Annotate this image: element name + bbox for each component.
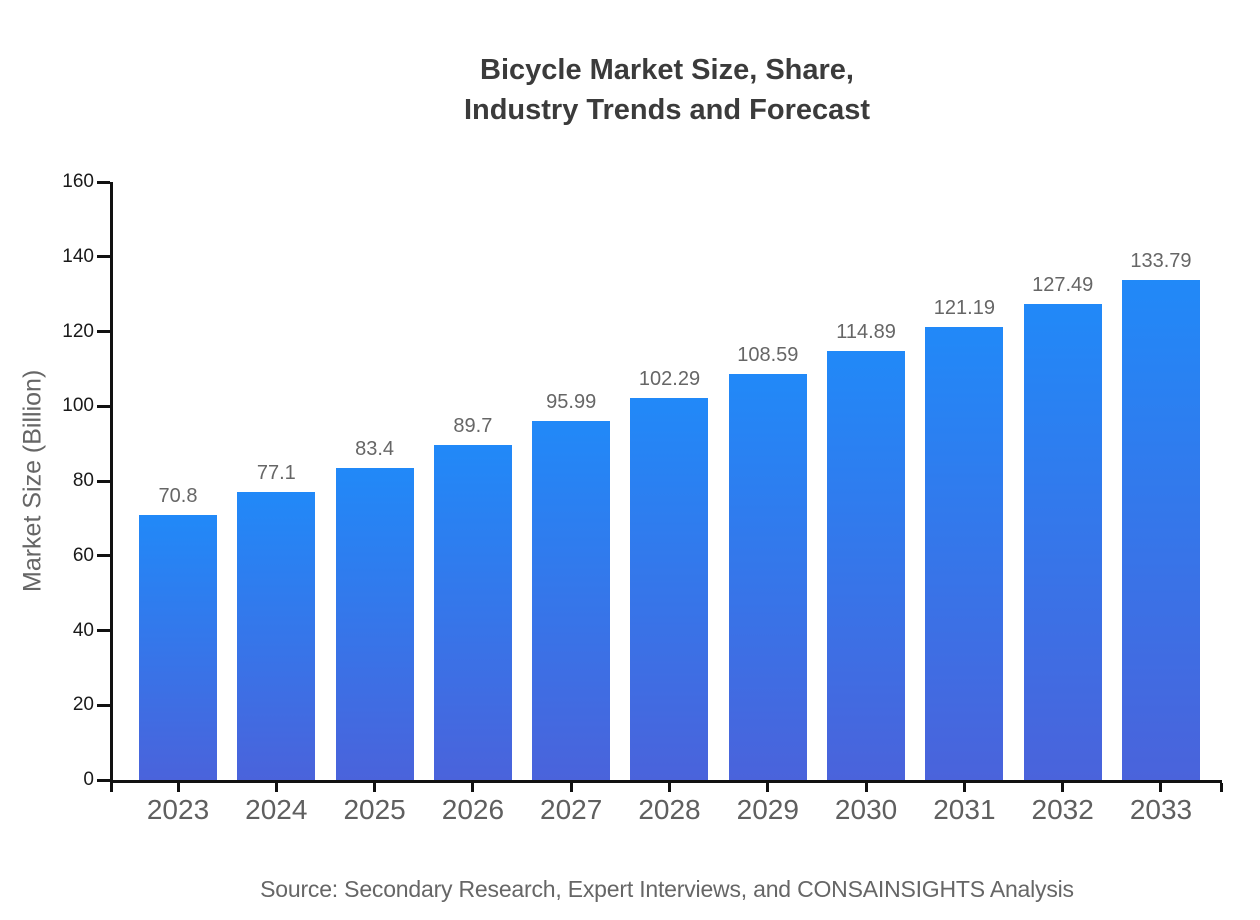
x-tick [176,783,180,792]
y-tick-label: 160 [62,171,94,192]
y-tick [97,778,110,782]
bar [532,421,611,780]
bar-group: 121.19 2031 [925,182,1004,825]
x-tick-label: 2023 [146,794,210,825]
x-tick-label: 2028 [638,794,701,825]
x-tick-label: 2025 [343,794,406,825]
y-tick [97,703,110,707]
y-tick-label: 20 [72,694,94,716]
x-tick [1159,783,1163,792]
y-tick [97,404,110,408]
x-tick-label: 2031 [933,794,996,825]
x-tick [1061,783,1065,792]
x-tick-label: 2032 [1031,794,1094,825]
x-tick [373,783,377,792]
bar-group: 89.7 2026 [433,182,512,825]
x-tick-label: 2024 [245,794,308,825]
bar [925,327,1004,780]
x-tick [766,783,770,792]
y-tick-label: 140 [62,245,94,267]
plot-area: 0 20 40 60 80 100 120 140 160 70.8 2023 77.1 2024 83… [62,171,1223,825]
y-ticks: 0 20 40 60 80 100 120 140 160 [62,171,1222,790]
bar [433,444,512,780]
source-note: Source: Secondary Research, Expert Inter… [260,876,1074,902]
chart-title-line2: Industry Trends and Forecast [463,94,871,126]
y-tick-label: 80 [72,470,94,491]
bar-group: 102.29 2028 [630,182,709,825]
bar-value-label: 89.7 [453,414,493,437]
bar [237,491,316,780]
bar [335,468,414,780]
bar [827,350,906,780]
bar-group: 83.4 2025 [335,182,414,825]
bar-group: 108.59 2029 [728,182,807,825]
bar-group: 127.49 2032 [1023,182,1102,825]
bar-value-label: 95.99 [546,391,597,414]
chart-title-line1: Bicycle Market Size, Share, [480,54,854,86]
bar-value-label: 121.19 [933,297,995,320]
y-tick [97,330,110,333]
bar-value-label: 77.1 [256,461,296,484]
y-tick [97,255,110,259]
y-tick-label: 120 [62,320,94,342]
chart-title: Bicycle Market Size, Share, Industry Tre… [112,50,1222,130]
x-axis-end-tick [1220,783,1223,792]
x-tick [667,783,671,792]
bar-value-label: 108.59 [737,344,799,367]
bar-value-label: 83.4 [355,438,395,461]
bar [1023,303,1102,780]
bar [1121,279,1200,780]
bar-value-label: 133.79 [1130,249,1192,272]
x-axis-line [110,780,1222,783]
y-axis-line [110,182,113,792]
x-tick-label: 2029 [736,794,799,825]
bar-value-label: 70.8 [158,485,198,508]
bar-group: 77.1 2024 [237,182,316,825]
bar [139,515,217,780]
bar-group: 114.89 2030 [827,182,906,825]
y-tick [97,180,110,184]
x-tick [569,783,573,792]
x-tick-label: 2027 [540,794,603,825]
x-tick-label: 2030 [834,794,898,825]
y-tick [97,554,110,558]
bar [630,397,709,780]
bar-value-label: 127.49 [1032,273,1094,296]
x-tick [274,783,278,792]
y-tick [97,629,110,632]
y-tick-label: 100 [62,395,94,417]
y-tick-label: 40 [72,619,94,641]
x-tick [471,783,475,792]
bar-group: 133.79 2033 [1121,182,1200,825]
y-tick [97,479,110,483]
y-tick-label: 60 [72,544,94,566]
bar [728,374,807,780]
y-tick-label: 0 [83,769,94,790]
x-tick-label: 2033 [1129,794,1193,825]
x-tick [962,783,966,792]
x-tick-label: 2026 [441,794,505,825]
bar-value-label: 102.29 [638,367,701,390]
bar-group: 70.8 2023 [139,182,217,825]
x-tick [864,783,868,792]
bar-value-label: 114.89 [836,320,896,343]
bar-group: 95.99 2027 [532,182,611,825]
bars: 70.8 2023 77.1 2024 83.4 2025 89.7 2026 95.99 202… [139,182,1200,825]
